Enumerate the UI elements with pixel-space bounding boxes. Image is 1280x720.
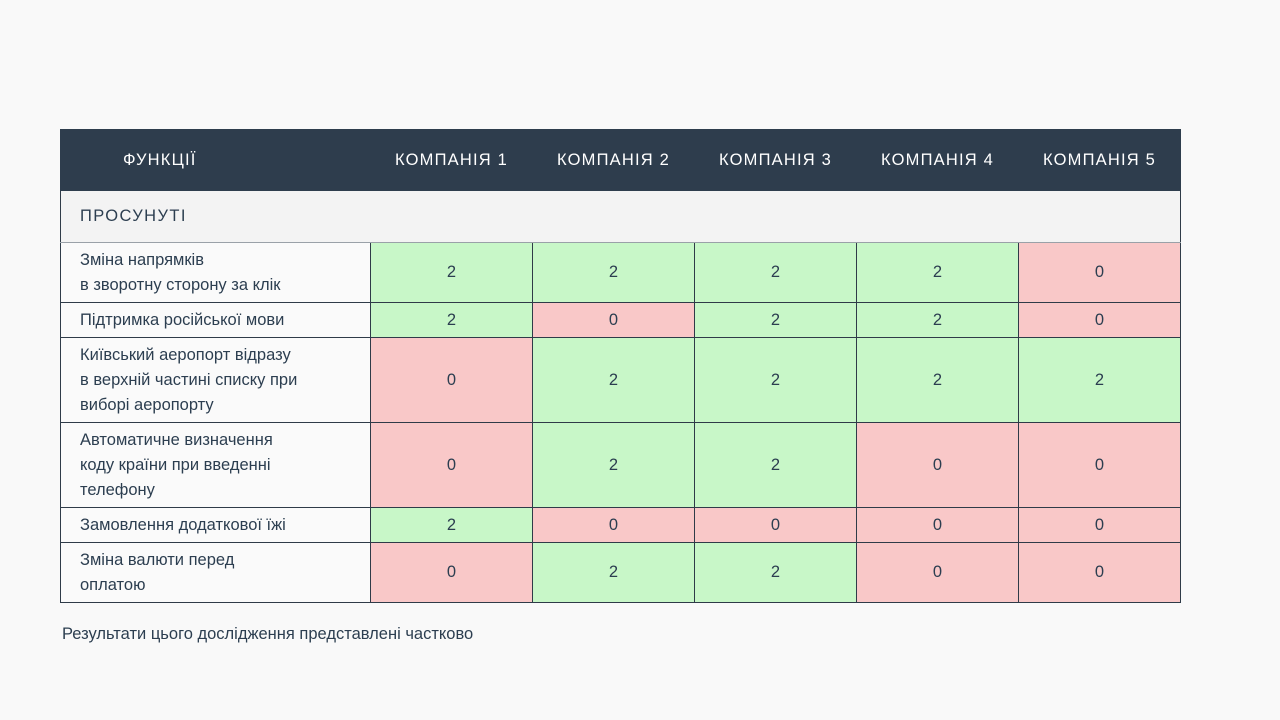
score-cell: 2	[532, 242, 695, 303]
table-row: Замовлення додаткової їжі 2 0 0 0 0	[60, 507, 1181, 543]
header-company-3: КОМПАНІЯ 3	[694, 129, 857, 191]
feature-line: коду країни при введенні	[80, 455, 271, 474]
feature-line: Зміна напрямків	[80, 250, 204, 269]
score-cell: 2	[370, 302, 533, 338]
section-row: ПРОСУНУТІ	[60, 190, 1181, 243]
feature-line: виборі аеропорту	[80, 395, 214, 414]
comparison-table: ФУНКЦІЇ КОМПАНІЯ 1 КОМПАНІЯ 2 КОМПАНІЯ 3…	[60, 129, 1181, 603]
score-cell: 0	[856, 507, 1019, 543]
feature-line: Зміна валюти перед	[80, 550, 235, 569]
score-cell: 0	[1018, 302, 1181, 338]
table-row: Автоматичне визначення коду країни при в…	[60, 422, 1181, 508]
score-cell: 0	[1018, 542, 1181, 603]
section-label: ПРОСУНУТІ	[60, 190, 1181, 243]
score-cell: 2	[694, 422, 857, 508]
table-row: Зміна валюти перед оплатою 0 2 2 0 0	[60, 542, 1181, 603]
score-cell: 0	[370, 337, 533, 423]
score-cell: 0	[694, 507, 857, 543]
header-company-2: КОМПАНІЯ 2	[532, 129, 695, 191]
feature-line: в верхній частині списку при	[80, 370, 298, 389]
feature-cell: Замовлення додаткової їжі	[60, 507, 371, 543]
score-cell: 0	[1018, 507, 1181, 543]
score-cell: 2	[856, 242, 1019, 303]
score-cell: 2	[694, 542, 857, 603]
score-cell: 2	[370, 242, 533, 303]
header-company-5: КОМПАНІЯ 5	[1018, 129, 1181, 191]
header-features: ФУНКЦІЇ	[60, 129, 371, 191]
score-cell: 2	[532, 422, 695, 508]
footnote: Результати цього дослідження представлен…	[62, 625, 474, 643]
header-row: ФУНКЦІЇ КОМПАНІЯ 1 КОМПАНІЯ 2 КОМПАНІЯ 3…	[60, 129, 1181, 191]
feature-line: Автоматичне визначення	[80, 430, 273, 449]
feature-line: Замовлення додаткової їжі	[80, 515, 286, 534]
feature-cell: Зміна напрямків в зворотну сторону за кл…	[60, 242, 371, 303]
score-cell: 0	[1018, 242, 1181, 303]
feature-line: Київський аеропорт відразу	[80, 345, 291, 364]
table-row: Зміна напрямків в зворотну сторону за кл…	[60, 242, 1181, 303]
score-cell: 2	[694, 242, 857, 303]
feature-line: в зворотну сторону за клік	[80, 275, 281, 294]
feature-line: Підтримка російської мови	[80, 310, 285, 329]
header-company-1: КОМПАНІЯ 1	[370, 129, 533, 191]
table-row: Підтримка російської мови 2 0 2 2 0	[60, 302, 1181, 338]
score-cell: 2	[694, 302, 857, 338]
feature-cell: Зміна валюти перед оплатою	[60, 542, 371, 603]
score-cell: 0	[856, 422, 1019, 508]
feature-line: телефону	[80, 480, 155, 499]
feature-cell: Київський аеропорт відразу в верхній час…	[60, 337, 371, 423]
score-cell: 2	[370, 507, 533, 543]
score-cell: 2	[532, 337, 695, 423]
feature-cell: Підтримка російської мови	[60, 302, 371, 338]
table-row: Київський аеропорт відразу в верхній час…	[60, 337, 1181, 423]
feature-line: оплатою	[80, 575, 146, 594]
score-cell: 0	[532, 302, 695, 338]
score-cell: 0	[370, 422, 533, 508]
score-cell: 2	[856, 337, 1019, 423]
score-cell: 0	[1018, 422, 1181, 508]
feature-cell: Автоматичне визначення коду країни при в…	[60, 422, 371, 508]
score-cell: 2	[856, 302, 1019, 338]
score-cell: 2	[532, 542, 695, 603]
header-company-4: КОМПАНІЯ 4	[856, 129, 1019, 191]
score-cell: 2	[1018, 337, 1181, 423]
score-cell: 0	[370, 542, 533, 603]
score-cell: 0	[856, 542, 1019, 603]
score-cell: 0	[532, 507, 695, 543]
score-cell: 2	[694, 337, 857, 423]
